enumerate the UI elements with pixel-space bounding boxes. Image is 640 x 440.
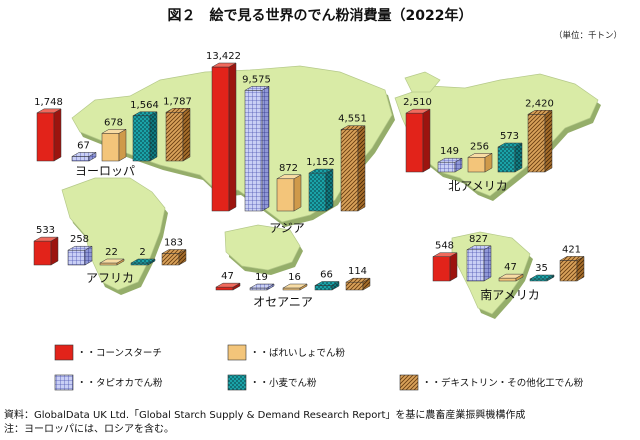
value-label-oceania-wheat: 66 [320,269,333,280]
region-label-north-america: 北アメリカ [448,179,507,193]
bar-south-america-wheat [529,274,555,282]
value-label-asia-tapioca: 9,575 [242,74,271,85]
chart-title: 図２ 絵で見る世界のでん粉消費量（2022年） [168,7,473,24]
legend-item-dextrin: ・・デキストリン・その他化工でん粉 [399,374,584,391]
bar-europe-tapioca [71,151,97,162]
bar-africa-potato [99,258,125,266]
bar-asia-cornstarch [211,62,237,212]
bar-oceania-dextrin [345,277,371,291]
bar-south-america-dextrin [559,256,585,282]
bar-oceania-potato [282,283,308,291]
source-note: 資料：GlobalData UK Ltd.「Global Starch Supp… [4,408,525,421]
value-label-north-america-cornstarch: 2,510 [403,97,432,108]
bar-oceania-wheat [314,281,340,291]
value-label-asia-potato: 872 [279,163,298,174]
unit-label: （単位：千トン） [554,30,622,41]
bar-europe-dextrin [165,107,191,162]
bar-north-america-wheat [497,142,523,173]
value-label-europe-wheat: 1,564 [130,100,159,111]
value-label-asia-wheat: 1,152 [306,157,335,168]
value-label-europe-cornstarch: 1,748 [34,97,63,108]
legend-swatch-potato [227,344,247,361]
bar-africa-tapioca [67,245,93,266]
value-label-africa-cornstarch: 533 [36,225,55,236]
bar-north-america-potato [467,152,493,173]
value-label-africa-tapioca: 258 [70,234,89,245]
legend-item-tapioca: ・・タピオカでん粉 [54,374,163,391]
bar-europe-potato [101,128,127,162]
value-label-asia-cornstarch: 13,422 [206,51,241,62]
value-label-north-america-wheat: 573 [500,131,519,142]
legend-label-wheat: ・・小麦でん粉 [250,377,317,389]
region-label-oceania: オセアニア [253,295,313,309]
bar-asia-potato [276,174,302,212]
bar-north-america-dextrin [527,109,553,173]
region-label-south-america: 南アメリカ [480,287,539,302]
bar-south-america-tapioca [466,245,492,282]
bar-africa-dextrin [161,249,187,266]
value-label-europe-dextrin: 1,787 [163,96,192,107]
bar-north-america-cornstarch [405,108,431,173]
value-label-south-america-tapioca: 827 [469,234,488,245]
legend-item-cornstarch: ・・コーンスターチ [54,344,162,361]
greenland-landmass [404,71,441,93]
region-label-europe: ヨーロッパ [75,164,135,178]
value-label-oceania-tapioca: 19 [255,272,268,283]
legend-swatch-cornstarch [54,344,74,361]
value-label-north-america-dextrin: 2,420 [525,98,554,109]
value-label-north-america-potato: 256 [470,141,489,152]
legend-swatch-tapioca [54,374,74,391]
bar-south-america-potato [498,273,524,282]
bar-south-america-cornstarch [432,252,458,282]
legend-label-tapioca: ・・タピオカでん粉 [77,377,163,389]
value-label-asia-dextrin: 4,551 [338,114,367,125]
legend-item-wheat: ・・小麦でん粉 [227,374,317,391]
bar-oceania-tapioca [249,283,275,291]
bar-europe-wheat [132,111,158,162]
bar-asia-tapioca [244,85,270,212]
value-label-oceania-potato: 16 [288,272,301,283]
value-label-south-america-dextrin: 421 [562,244,581,255]
legend-label-dextrin: ・・デキストリン・その他化工でん粉 [422,377,584,389]
bar-europe-cornstarch [36,108,62,162]
oceania-landmass [224,224,301,271]
legend-label-potato: ・・ばれいしょでん粉 [250,347,346,359]
legend-swatch-wheat [227,374,247,391]
value-label-south-america-cornstarch: 548 [435,241,454,252]
value-label-africa-dextrin: 183 [164,237,183,248]
bar-africa-cornstarch [33,236,59,266]
bar-north-america-tapioca [437,157,463,173]
bar-africa-wheat [130,258,156,266]
legend-swatch-dextrin [399,374,419,391]
footnote: 注：ヨーロッパには、ロシアを含む。 [4,422,174,435]
value-label-europe-potato: 678 [104,117,123,128]
legend-label-cornstarch: ・・コーンスターチ [77,348,162,359]
value-label-south-america-potato: 47 [504,262,517,273]
value-label-oceania-cornstarch: 47 [221,271,234,282]
region-label-asia: アジア [269,221,305,235]
bar-asia-dextrin [340,125,366,212]
bar-asia-wheat [308,168,334,212]
value-label-north-america-tapioca: 149 [440,146,459,157]
bar-oceania-cornstarch [215,282,241,291]
value-label-africa-wheat: 2 [139,247,145,258]
value-label-south-america-wheat: 35 [535,263,548,274]
value-label-europe-tapioca: 67 [77,140,90,151]
value-label-oceania-dextrin: 114 [348,266,367,277]
value-label-africa-potato: 22 [105,247,118,258]
region-label-africa: アフリカ [86,271,134,285]
legend-item-potato: ・・ばれいしょでん粉 [227,344,346,361]
